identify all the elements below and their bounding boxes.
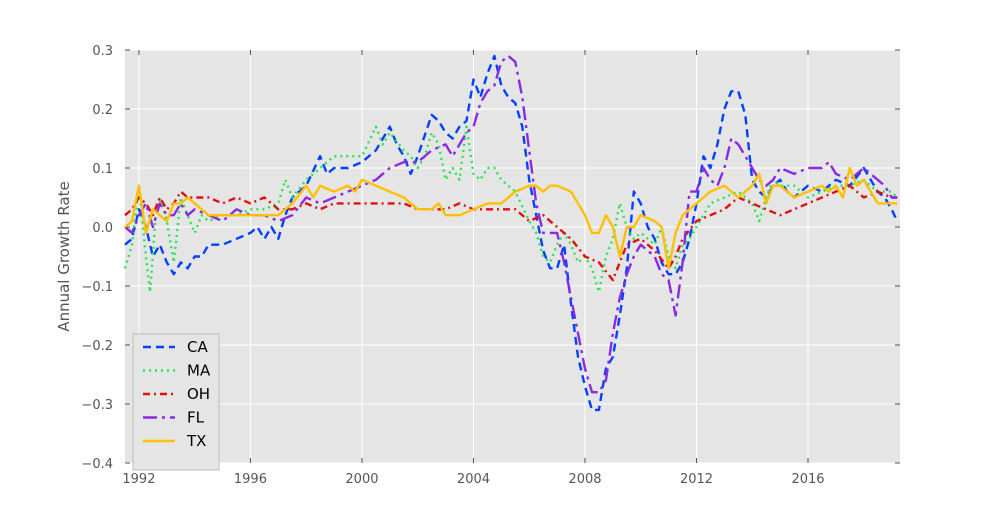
y-tick-label: 0.2: [92, 103, 113, 118]
y-tick-label: 0.1: [92, 162, 113, 177]
series-line-oh: [124, 184, 898, 282]
y-tick-label: 0.0: [92, 221, 113, 236]
y-tick-label: −0.1: [81, 280, 113, 295]
y-axis-label: Annual Growth Rate: [55, 181, 73, 331]
legend-label-tx: TX: [186, 432, 206, 450]
y-tick-label: −0.3: [81, 398, 113, 413]
axis-ticks: 1992 1996 2000 2004 2008 2012 2016 −0.4 −0.3 −0.2…: [81, 44, 900, 487]
x-tick-label: 1996: [234, 472, 267, 487]
y-tick-label: 0.3: [92, 44, 113, 59]
series-line-ma: [123, 125, 899, 294]
legend-label-ca: CA: [187, 338, 208, 356]
legend: CA MA OH FL TX: [132, 333, 220, 471]
x-tick-label: 1992: [122, 472, 155, 487]
legend-label-ma: MA: [187, 362, 211, 380]
x-tick-label: 2000: [345, 472, 378, 487]
series-line-ca: [124, 54, 899, 412]
x-tick-label: 2008: [568, 472, 601, 487]
legend-box: [132, 333, 220, 471]
plot-area: [125, 50, 900, 463]
legend-label-fl: FL: [187, 409, 205, 427]
series-line-tx: [124, 166, 898, 270]
gridlines: [125, 49, 900, 464]
x-tick-label: 2012: [680, 472, 713, 487]
series-layer: [123, 54, 899, 412]
x-tick-label: 2016: [791, 472, 824, 487]
legend-label-oh: OH: [187, 385, 210, 403]
x-tick-label: 2004: [457, 472, 490, 487]
y-tick-label: −0.4: [81, 457, 113, 472]
y-tick-label: −0.2: [81, 339, 113, 354]
